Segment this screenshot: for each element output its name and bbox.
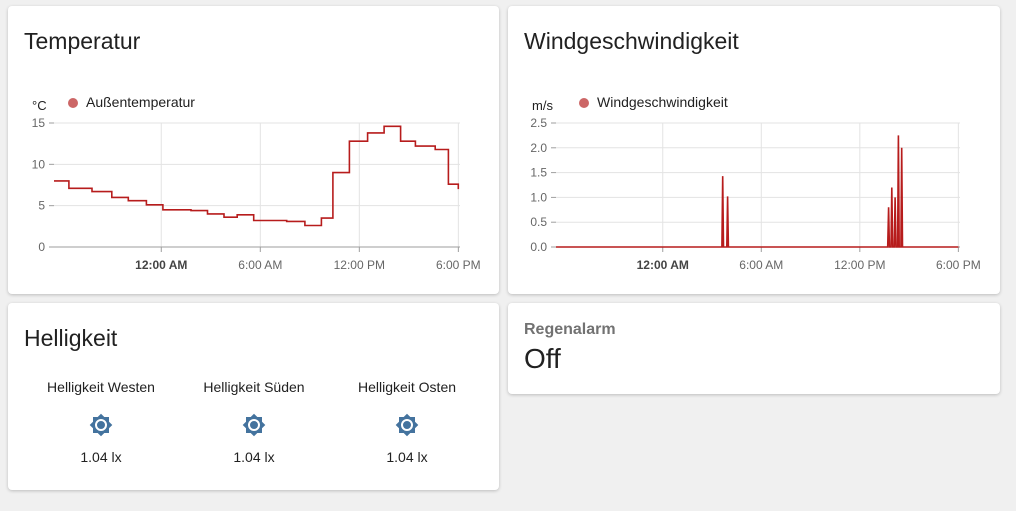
wind-x-tick-label: 6:00 AM [739, 258, 783, 272]
wind-series-line [556, 135, 959, 248]
wind-chart[interactable]: m/s Windgeschwindigkeit 0.0 0.5 1.0 1.5 2.0 2… [508, 6, 1000, 294]
wind-y-tick-label: 0.0 [530, 240, 547, 254]
brightness-west[interactable]: Helligkeit Westen 1.04 lx [26, 379, 176, 465]
brightness-east-label: Helligkeit Osten [357, 379, 457, 395]
brightness-title: Helligkeit [24, 325, 118, 351]
wind-unit: m/s [532, 98, 553, 113]
brightness-south-value: 1.04 lx [233, 449, 275, 465]
wind-y-tick-label: 0.5 [530, 215, 547, 229]
temperature-unit: °C [32, 98, 47, 113]
rain-alarm-label: Regenalarm [524, 321, 616, 338]
temperature-x-tick-label: 6:00 PM [436, 258, 481, 272]
rain-alarm-state: Off [524, 343, 561, 374]
wind-y-tick-label: 2.5 [530, 116, 547, 130]
temperature-x-tick-label: 12:00 PM [334, 258, 385, 272]
wind-legend-label[interactable]: Windgeschwindigkeit [597, 94, 728, 110]
temperature-legend-label[interactable]: Außentemperatur [86, 94, 195, 110]
brightness-icon [332, 413, 482, 437]
wind-x-tick-label: 12:00 PM [834, 258, 885, 272]
brightness-east-value: 1.04 lx [386, 449, 428, 465]
temperature-series-line [54, 125, 460, 227]
wind-x-tick-label: 6:00 PM [936, 258, 981, 272]
brightness-south[interactable]: Helligkeit Süden 1.04 lx [179, 379, 329, 465]
temperature-legend-dot [68, 98, 78, 108]
brightness-east[interactable]: Helligkeit Osten 1.04 lx [332, 379, 482, 465]
wind-legend-dot [579, 98, 589, 108]
wind-y-tick-label: 1.5 [530, 166, 547, 180]
wind-card[interactable]: Windgeschwindigkeit m/s Windgeschwindigk… [508, 6, 1000, 294]
temperature-title: Temperatur [24, 28, 141, 54]
wind-title: Windgeschwindigkeit [524, 28, 739, 54]
brightness-west-label: Helligkeit Westen [47, 379, 155, 395]
wind-x-tick-label: 12:00 AM [637, 258, 689, 272]
brightness-south-label: Helligkeit Süden [203, 379, 305, 395]
brightness-icon [26, 413, 176, 437]
temperature-y-tick-label: 5 [38, 199, 45, 213]
temperature-y-tick-label: 15 [32, 116, 46, 130]
temperature-x-tick-label: 6:00 AM [238, 258, 282, 272]
temperature-y-tick-label: 0 [38, 240, 45, 254]
wind-y-tick-label: 2.0 [530, 141, 547, 155]
brightness-icon [179, 413, 329, 437]
wind-y-tick-label: 1.0 [530, 190, 547, 204]
temperature-card[interactable]: Temperatur °C Außentemperatur 0 5 10 15 12:0… [8, 6, 499, 294]
brightness-west-value: 1.04 lx [80, 449, 122, 465]
temperature-x-tick-label: 12:00 AM [135, 258, 187, 272]
brightness-card: Helligkeit Helligkeit Westen 1.04 lx Hel… [8, 303, 499, 490]
temperature-chart[interactable]: °C Außentemperatur 0 5 10 15 12:00 AM 6:00 AM… [8, 6, 499, 294]
temperature-y-tick-label: 10 [32, 157, 46, 171]
rain-alarm-card[interactable]: Regenalarm Off [508, 303, 1000, 394]
